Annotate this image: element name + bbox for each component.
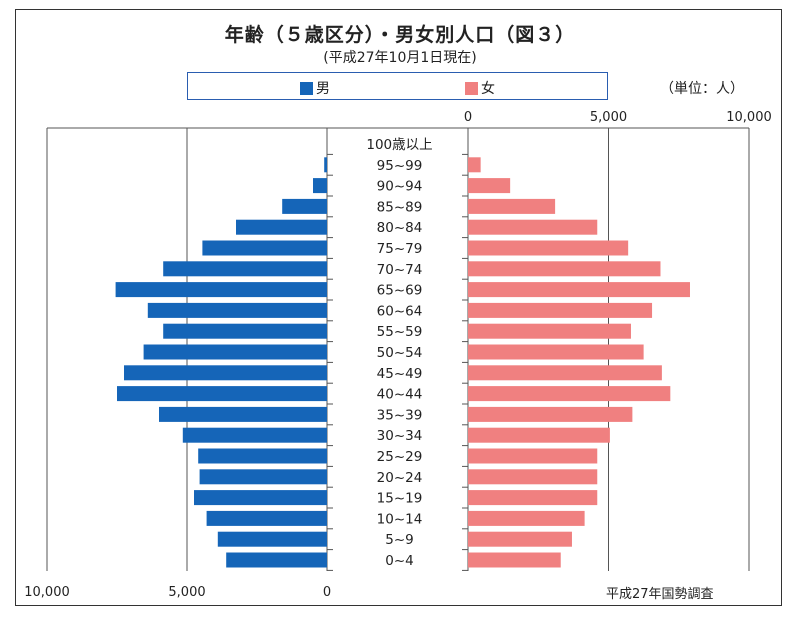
age-category-label: 60~64	[377, 303, 423, 319]
age-category-label: 75~79	[377, 241, 423, 257]
female-axis-tick-label: 5,000	[590, 110, 627, 125]
chart-title: 年齢（５歳区分）・男女別人口（図３）	[224, 24, 576, 46]
female-bar	[468, 261, 661, 277]
female-bar	[468, 240, 629, 256]
female-bar	[468, 219, 598, 235]
male-bar	[206, 510, 327, 526]
age-category-label: 0~4	[385, 553, 414, 569]
unit-label: （単位：人）	[660, 81, 744, 97]
female-bar	[468, 490, 598, 506]
male-bar	[117, 386, 327, 402]
male-axis-tick-label: 0	[323, 585, 331, 600]
age-category-label: 50~54	[377, 345, 423, 361]
age-category-label: 55~59	[377, 324, 423, 340]
female-bar	[468, 323, 631, 339]
age-category-label: 25~29	[377, 449, 423, 465]
legend-item-male: 男	[300, 78, 330, 98]
female-bar	[468, 448, 598, 464]
age-category-label: 65~69	[377, 283, 423, 299]
female-axis-tick-label: 10,000	[726, 110, 772, 125]
male-bar	[143, 344, 327, 360]
male-bar	[163, 323, 327, 339]
male-bar	[313, 178, 327, 194]
female-bar	[468, 302, 653, 318]
female-bar	[468, 178, 511, 194]
age-category-label: 100歳以上	[366, 137, 432, 153]
chart-frame	[15, 9, 782, 606]
legend-swatch-female	[465, 81, 478, 95]
female-bar	[468, 469, 598, 485]
male-bar	[324, 157, 327, 173]
age-category-label: 15~19	[377, 491, 423, 507]
male-bar	[282, 198, 327, 214]
female-axis-tick-label: 0	[464, 110, 472, 125]
female-bar	[468, 427, 610, 443]
male-bar	[147, 302, 327, 318]
age-category-label: 95~99	[377, 158, 423, 174]
female-bar	[468, 344, 644, 360]
chart-legend: 男 女	[187, 72, 608, 100]
legend-label-female: 女	[481, 81, 495, 97]
age-category-label: 20~24	[377, 470, 423, 486]
age-category-label: 35~39	[377, 407, 423, 423]
age-category-label: 10~14	[377, 511, 423, 527]
female-bar	[468, 386, 671, 402]
age-category-label: 30~34	[377, 428, 423, 444]
female-bar	[468, 552, 561, 568]
age-category-label: 45~49	[377, 366, 423, 382]
male-bar	[124, 365, 327, 381]
legend-swatch-male	[300, 81, 313, 95]
source-note: 平成27年国勢調査	[606, 587, 714, 602]
male-bar	[217, 531, 327, 547]
age-category-label: 90~94	[377, 179, 423, 195]
male-bar	[159, 406, 327, 422]
male-axis-tick-label: 10,000	[24, 585, 70, 600]
male-bar	[198, 448, 327, 464]
male-bar	[202, 240, 327, 256]
age-category-label: 5~9	[385, 532, 414, 548]
male-bar	[199, 469, 327, 485]
male-bar	[163, 261, 327, 277]
legend-item-female: 女	[465, 78, 495, 98]
legend-label-male: 男	[316, 81, 330, 97]
age-category-label: 40~44	[377, 387, 423, 403]
female-bar	[468, 406, 633, 422]
male-axis-tick-label: 5,000	[168, 585, 205, 600]
age-category-label: 85~89	[377, 199, 423, 215]
female-bar	[468, 365, 662, 381]
male-bar	[115, 282, 327, 298]
female-bar	[468, 282, 690, 298]
male-bar	[226, 552, 327, 568]
chart-subtitle: (平成27年10月1日現在)	[323, 50, 477, 66]
age-category-label: 80~84	[377, 220, 423, 236]
male-bar	[182, 427, 327, 443]
female-bar	[468, 531, 572, 547]
female-bar	[468, 157, 481, 173]
male-bar	[236, 219, 327, 235]
age-category-label: 70~74	[377, 262, 423, 278]
female-bar	[468, 198, 556, 214]
male-bar	[194, 490, 327, 506]
female-bar	[468, 510, 585, 526]
